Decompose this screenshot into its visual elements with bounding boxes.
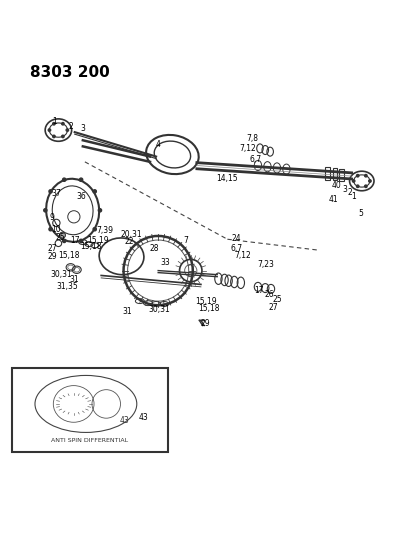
Bar <box>338 169 343 181</box>
Circle shape <box>364 174 366 177</box>
Circle shape <box>368 180 370 182</box>
Circle shape <box>53 135 55 138</box>
Text: 15,18: 15,18 <box>198 303 219 312</box>
Circle shape <box>44 209 47 212</box>
Text: 4: 4 <box>155 140 160 149</box>
Text: 8303 200: 8303 200 <box>30 65 109 80</box>
Text: 1: 1 <box>52 117 56 126</box>
Text: 31: 31 <box>123 307 132 316</box>
Text: 41: 41 <box>328 195 337 204</box>
Circle shape <box>61 135 64 138</box>
Text: 6,7: 6,7 <box>249 155 261 164</box>
Circle shape <box>61 123 64 125</box>
Text: 5: 5 <box>357 209 362 218</box>
Circle shape <box>63 178 66 181</box>
Text: ANTI SPIN DIFFERENTIAL: ANTI SPIN DIFFERENTIAL <box>51 438 128 443</box>
Text: 31,35: 31,35 <box>57 281 79 290</box>
Text: 6,7: 6,7 <box>230 245 242 254</box>
Text: 7,8: 7,8 <box>245 134 257 143</box>
Circle shape <box>93 190 96 193</box>
Text: 27: 27 <box>268 303 278 312</box>
Text: 7,39: 7,39 <box>97 226 113 235</box>
Text: 7: 7 <box>182 236 187 245</box>
Text: 36: 36 <box>76 191 85 200</box>
Text: 31: 31 <box>69 276 79 285</box>
Circle shape <box>49 190 52 193</box>
Text: 33: 33 <box>160 258 170 267</box>
Text: 20,31: 20,31 <box>121 230 142 239</box>
Text: 24: 24 <box>231 235 241 243</box>
Text: 2: 2 <box>68 122 73 131</box>
Bar <box>11 368 168 452</box>
Circle shape <box>48 129 51 131</box>
Text: 9: 9 <box>50 213 54 222</box>
Circle shape <box>352 180 354 182</box>
Text: 26: 26 <box>264 290 274 298</box>
Text: 25: 25 <box>56 233 65 243</box>
Text: 15,18: 15,18 <box>80 243 101 252</box>
Text: 28: 28 <box>149 244 158 253</box>
Circle shape <box>355 185 358 188</box>
Circle shape <box>364 185 366 188</box>
Text: 3: 3 <box>342 184 346 193</box>
Text: 27: 27 <box>47 244 57 253</box>
Text: 15,19: 15,19 <box>87 236 109 245</box>
Text: 10: 10 <box>52 225 61 235</box>
Text: 15,19: 15,19 <box>195 296 216 305</box>
Text: 7,12: 7,12 <box>239 144 256 153</box>
Text: 25: 25 <box>272 295 282 304</box>
Circle shape <box>355 174 358 177</box>
Text: 3: 3 <box>80 124 85 133</box>
Circle shape <box>49 228 52 231</box>
Text: 43: 43 <box>119 416 129 425</box>
Circle shape <box>79 239 83 243</box>
Text: 22: 22 <box>124 237 133 246</box>
Bar <box>324 167 329 180</box>
Text: 2: 2 <box>346 188 351 197</box>
Circle shape <box>59 232 65 238</box>
Text: 29: 29 <box>200 319 209 328</box>
Text: 30,31: 30,31 <box>51 270 72 279</box>
Text: 7,12: 7,12 <box>234 251 251 260</box>
Circle shape <box>93 228 96 231</box>
Text: 17: 17 <box>253 286 263 295</box>
Text: 29: 29 <box>47 252 57 261</box>
Circle shape <box>63 239 66 243</box>
Text: 17: 17 <box>70 236 79 245</box>
Text: 30,31: 30,31 <box>148 305 170 314</box>
Circle shape <box>79 178 83 181</box>
Text: 1: 1 <box>351 192 355 201</box>
Circle shape <box>66 129 68 131</box>
Text: 37: 37 <box>52 189 61 198</box>
Text: 15,18: 15,18 <box>58 251 79 260</box>
Circle shape <box>53 123 55 125</box>
Text: 7,23: 7,23 <box>256 260 273 269</box>
Text: 43: 43 <box>139 414 148 423</box>
Text: 40: 40 <box>331 181 341 190</box>
Text: 14,15: 14,15 <box>215 174 237 183</box>
Bar <box>333 168 337 180</box>
Circle shape <box>98 209 101 212</box>
